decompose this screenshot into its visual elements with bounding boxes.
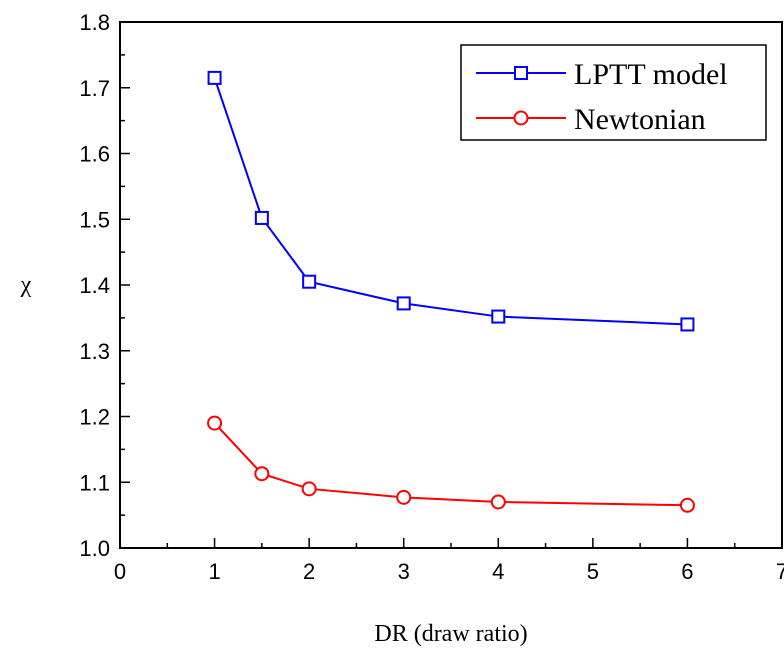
y-tick-label: 1.7 xyxy=(79,76,110,101)
series-group xyxy=(207,70,695,513)
x-axis-title: DR (draw ratio) xyxy=(374,621,527,647)
series-2-point xyxy=(207,415,223,431)
x-tick-label: 3 xyxy=(398,559,410,584)
legend-box xyxy=(460,44,767,141)
series-2-point xyxy=(679,497,695,513)
y-tick-label: 1.0 xyxy=(79,536,110,561)
x-tick-label: 2 xyxy=(303,559,315,584)
x-tick-label: 6 xyxy=(681,559,693,584)
legend-label-1: LPTT model xyxy=(574,58,728,91)
series-1-point xyxy=(491,309,506,324)
y-tick-label: 1.3 xyxy=(79,339,110,364)
y-tick-label: 1.8 xyxy=(79,10,110,35)
y-axis-title: χ xyxy=(20,272,32,298)
x-tick-label: 7 xyxy=(776,559,784,584)
series-2-point xyxy=(396,489,412,505)
legend: LPTT model Newtonian xyxy=(460,44,767,141)
series-1-point xyxy=(302,274,317,289)
tick-labels: 0 1 2 3 4 5 6 7 1.0 1.1 1.2 1.3 1.4 1.5 1.6 1.7 1.8 xyxy=(79,10,784,584)
series-line-2 xyxy=(213,422,688,507)
plot-frame xyxy=(119,21,783,549)
series-1-point xyxy=(396,296,411,311)
series-2-point xyxy=(490,494,506,510)
series-2-point xyxy=(301,481,317,497)
y-tick-label: 1.1 xyxy=(79,470,110,495)
x-tick-label: 0 xyxy=(114,559,126,584)
y-tick-label: 1.2 xyxy=(79,405,110,430)
y-tick-label: 1.4 xyxy=(79,273,110,298)
series-1-point xyxy=(207,70,222,85)
legend-marker-1 xyxy=(514,66,528,80)
y-tick-label: 1.5 xyxy=(79,207,110,232)
series-line-1 xyxy=(213,77,688,326)
legend-label-2: Newtonian xyxy=(574,103,706,136)
x-tick-label: 5 xyxy=(587,559,599,584)
x-tick-label: 1 xyxy=(208,559,220,584)
legend-marker-2 xyxy=(513,110,529,126)
y-tick-label: 1.6 xyxy=(79,142,110,167)
series-1-point xyxy=(680,317,695,332)
series-1-point xyxy=(254,210,269,225)
x-tick-label: 4 xyxy=(492,559,504,584)
series-2-point xyxy=(254,466,270,482)
